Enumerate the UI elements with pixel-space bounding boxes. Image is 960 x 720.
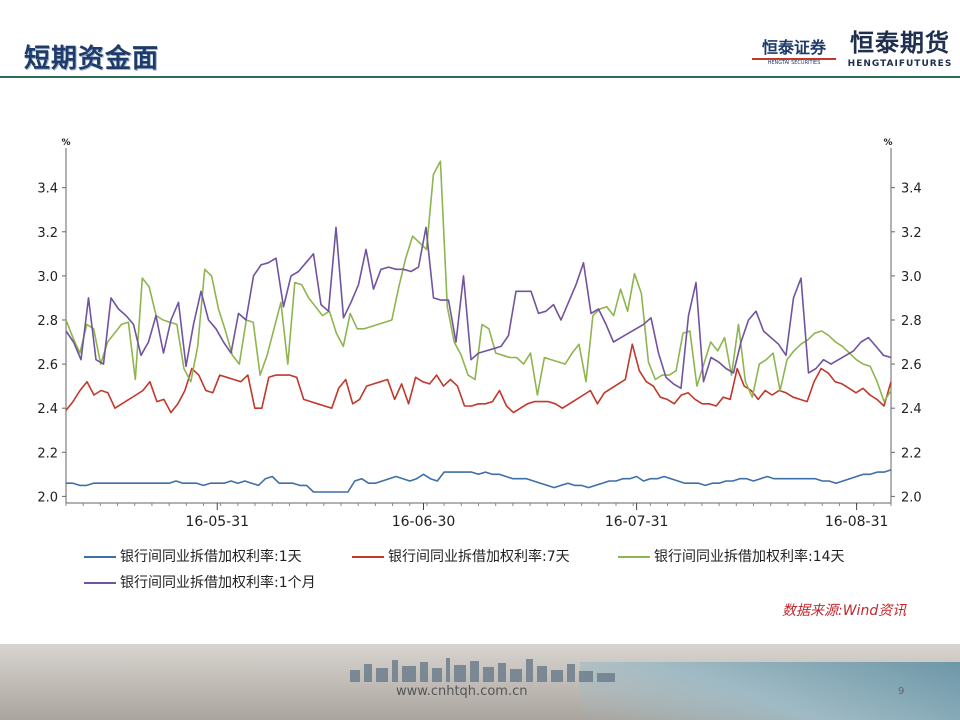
logo-futures-en: HENGTAIFUTURES — [847, 59, 953, 69]
x-tick-label-0: 16-05-31 — [185, 514, 249, 530]
y-tick-label-left-0: 2.0 — [37, 490, 58, 505]
y-tick-label-left-1: 2.2 — [37, 446, 58, 461]
y-unit-right: % — [883, 138, 892, 148]
legend-item-1m: 银行间同业拆借加权利率:1个月 — [84, 572, 316, 592]
legend-label-14d: 银行间同业拆借加权利率:14天 — [654, 549, 845, 565]
x-tick-label-3: 16-08-31 — [825, 514, 889, 530]
series-1m-line — [65, 226, 892, 390]
series-14d-line — [65, 160, 892, 403]
interbank-rate-line-chart: % % 2.0 2.0 2.2 2.2 2.4 2.4 2.6 2.6 2.8 2.8 3.0 3.0 3.… — [37, 138, 922, 530]
legend-swatch-1m — [84, 582, 116, 584]
legend-swatch-1d — [84, 556, 116, 558]
x-tick-label-2: 16-07-31 — [605, 514, 669, 530]
legend-swatch-7d — [352, 556, 384, 558]
y-tick-label-left-4: 2.8 — [37, 314, 58, 329]
slide-title: 短期资金面 — [24, 44, 160, 74]
y-tick-label-right-2: 2.4 — [901, 402, 922, 417]
legend-swatch-14d — [618, 556, 650, 558]
x-tick-label-1: 16-06-30 — [392, 514, 456, 530]
y-tick-label-left-3: 2.6 — [37, 358, 58, 373]
hengtai-securities-logo: 恒泰证券 HENGTAI SECURITIES — [752, 38, 836, 66]
legend-label-1m: 银行间同业拆借加权利率:1个月 — [120, 575, 316, 591]
city-skyline-image — [350, 658, 615, 682]
y-tick-label-left-2: 2.4 — [37, 402, 58, 417]
legend-item-7d: 银行间同业拆借加权利率:7天 — [352, 546, 570, 566]
y-tick-label-left-6: 3.2 — [37, 226, 58, 241]
y-tick-label-right-4: 2.8 — [901, 314, 922, 329]
legend-item-1d: 银行间同业拆借加权利率:1天 — [84, 546, 302, 566]
logo-securities-en: HENGTAI SECURITIES — [752, 58, 836, 67]
logo-securities-cn: 恒泰证券 — [761, 38, 826, 57]
footer-url: www.cnhtqh.com.cn — [396, 684, 528, 699]
title-divider — [0, 76, 960, 78]
y-tick-label-right-0: 2.0 — [901, 490, 922, 505]
series-1d-line — [66, 469, 892, 493]
y-tick-label-left-5: 3.0 — [37, 270, 58, 285]
y-tick-label-right-6: 3.2 — [901, 226, 922, 241]
legend-label-7d: 银行间同业拆借加权利率:7天 — [388, 549, 570, 565]
legend-item-14d: 银行间同业拆借加权利率:14天 — [618, 546, 845, 566]
legend-label-1d: 银行间同业拆借加权利率:1天 — [120, 549, 302, 565]
y-tick-label-right-7: 3.4 — [901, 182, 922, 197]
y-tick-label-left-7: 3.4 — [37, 182, 58, 197]
logo-futures-cn: 恒泰期货 — [850, 29, 950, 57]
page-number: 9 — [898, 686, 905, 697]
y-tick-label-right-1: 2.2 — [901, 446, 922, 461]
y-tick-label-right-3: 2.6 — [901, 358, 922, 373]
y-unit-left: % — [61, 138, 70, 148]
y-tick-label-right-5: 3.0 — [901, 270, 922, 285]
hengtai-futures-logo: 恒泰期货 HENGTAIFUTURES — [844, 28, 956, 70]
data-source-note: 数据来源:Wind资讯 — [782, 603, 907, 619]
footer-sea — [580, 662, 960, 720]
footer-banner — [0, 644, 960, 720]
